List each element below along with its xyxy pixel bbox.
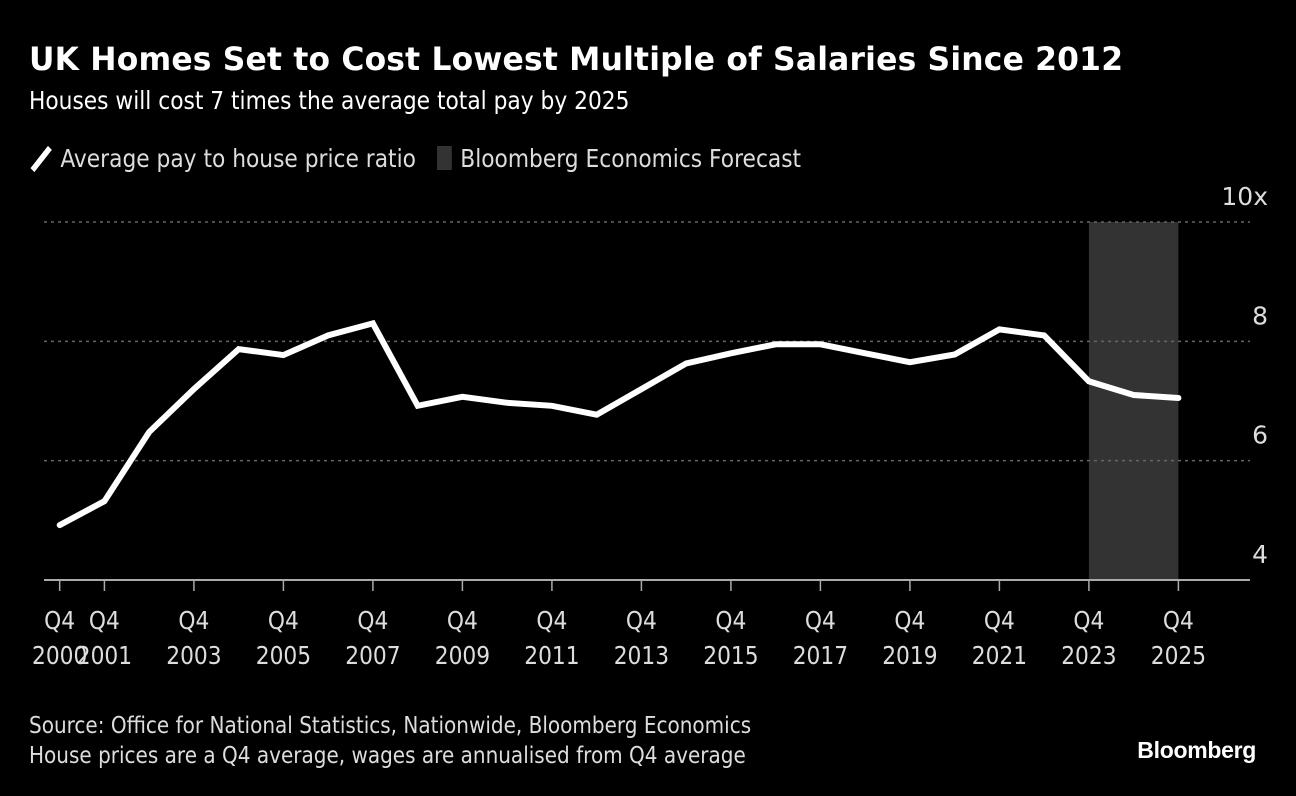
data-point-2006 (325, 332, 331, 338)
data-point-2020 (952, 351, 958, 357)
x-tick-year: 2023 (1061, 641, 1116, 671)
x-tick-label-2003: Q4 2003 (166, 606, 221, 671)
bloomberg-logo: Bloomberg (1137, 737, 1256, 763)
x-tick-label-2023: Q4 2023 (1061, 606, 1116, 671)
data-point-2017 (817, 341, 823, 347)
x-tick-label-2001: Q4 2001 (77, 606, 132, 671)
x-tick-label-2009: Q4 2009 (435, 606, 490, 671)
x-tick-year: 2019 (882, 641, 937, 671)
series-line-0 (56, 319, 1182, 529)
legend: Average pay to house price ratio Bloombe… (29, 141, 822, 175)
data-point-2010 (504, 400, 510, 406)
x-tick-quarter: Q4 (1073, 606, 1104, 636)
x-tick-year: 2013 (614, 641, 669, 671)
axis-layer (44, 579, 1250, 591)
x-tick-quarter: Q4 (626, 606, 657, 636)
grid-layer (44, 221, 1250, 462)
x-tick-year: 2009 (435, 641, 490, 671)
shaded-box-icon (436, 146, 452, 170)
x-tick-label-2013: Q4 2013 (614, 606, 669, 671)
data-point-2013 (638, 386, 644, 392)
data-point-2002 (146, 429, 152, 435)
x-tick-label-2017: Q4 2017 (793, 606, 848, 671)
data-point-2021 (996, 326, 1002, 332)
legend-item-forecast: Bloomberg Economics Forecast (436, 143, 802, 173)
x-tick-label-2005: Q4 2005 (256, 606, 311, 671)
x-tick-year: 2021 (972, 641, 1027, 671)
data-point-2014 (683, 360, 689, 366)
data-point-2019 (907, 359, 913, 365)
data-point-2001 (101, 498, 107, 504)
forecast-layer (1088, 222, 1179, 580)
x-tick-label-2025: Q4 2025 (1151, 606, 1206, 671)
source-note: Source: Office for National Statistics, … (29, 713, 752, 739)
x-tick-quarter: Q4 (805, 606, 836, 636)
x-tick-year: 2005 (256, 641, 311, 671)
x-tick-label-2019: Q4 2019 (882, 606, 937, 671)
x-tick-quarter: Q4 (178, 606, 209, 636)
y-tick-label-10: 10x (1221, 182, 1268, 211)
data-point-2024 (1131, 392, 1137, 398)
x-tick-quarter: Q4 (536, 606, 567, 636)
x-tick-year: 2025 (1151, 641, 1206, 671)
x-tick-year: 2017 (793, 641, 848, 671)
data-point-2004 (236, 346, 242, 352)
data-point-2023 (1086, 378, 1092, 384)
data-point-2009 (459, 394, 465, 400)
y-tick-labels: 4 6 8 10x (1221, 182, 1268, 569)
chart-title: UK Homes Set to Cost Lowest Multiple of … (29, 40, 1124, 78)
x-tick-quarter: Q4 (89, 606, 120, 636)
data-point-2000 (57, 522, 63, 528)
x-tick-quarter: Q4 (44, 606, 75, 636)
x-tick-quarter: Q4 (357, 606, 388, 636)
data-point-2005 (280, 352, 286, 358)
legend-label-forecast: Bloomberg Economics Forecast (460, 143, 802, 173)
data-point-2025 (1175, 395, 1181, 401)
x-tick-quarter: Q4 (1163, 606, 1194, 636)
x-tick-year: 2001 (77, 641, 132, 671)
chart-subtitle: Houses will cost 7 times the average tot… (29, 86, 630, 115)
data-point-2015 (728, 350, 734, 356)
x-tick-year: 2000 (32, 641, 87, 671)
footer-notes: Source: Office for National Statistics, … (29, 711, 751, 771)
x-tick-labels: Q42000Q42001Q42003Q42005Q42007Q42009Q420… (32, 606, 1206, 671)
x-tick-year: 2007 (345, 641, 400, 671)
y-tick-label-4: 4 (1252, 540, 1268, 569)
data-point-2003 (191, 386, 197, 392)
x-tick-quarter: Q4 (984, 606, 1015, 636)
legend-label-ratio: Average pay to house price ratio (60, 143, 416, 173)
legend-item-ratio: Average pay to house price ratio (29, 144, 416, 173)
y-tick-label-6: 6 (1252, 421, 1268, 450)
data-point-2018 (862, 350, 868, 356)
x-tick-year: 2003 (166, 641, 221, 671)
data-point-2012 (594, 412, 600, 418)
x-tick-year: 2011 (524, 641, 579, 671)
x-tick-label-2021: Q4 2021 (972, 606, 1027, 671)
x-tick-quarter: Q4 (715, 606, 746, 636)
x-tick-quarter: Q4 (447, 606, 478, 636)
x-tick-quarter: Q4 (268, 606, 299, 636)
y-tick-label-8: 8 (1252, 301, 1268, 330)
series-layer (56, 319, 1182, 529)
methodology-note: House prices are a Q4 average, wages are… (29, 743, 746, 769)
x-tick-year: 2015 (703, 641, 758, 671)
data-point-2008 (415, 403, 421, 409)
x-tick-label-2000: Q4 2000 (32, 606, 87, 671)
data-point-2016 (773, 341, 779, 347)
x-tick-label-2015: Q4 2015 (703, 606, 758, 671)
data-point-2022 (1041, 332, 1047, 338)
x-tick-label-2011: Q4 2011 (524, 606, 579, 671)
data-point-2007 (370, 320, 376, 326)
x-tick-label-2007: Q4 2007 (345, 606, 400, 671)
data-point-2011 (549, 403, 555, 409)
x-tick-quarter: Q4 (894, 606, 925, 636)
forecast-shade (1088, 222, 1179, 580)
